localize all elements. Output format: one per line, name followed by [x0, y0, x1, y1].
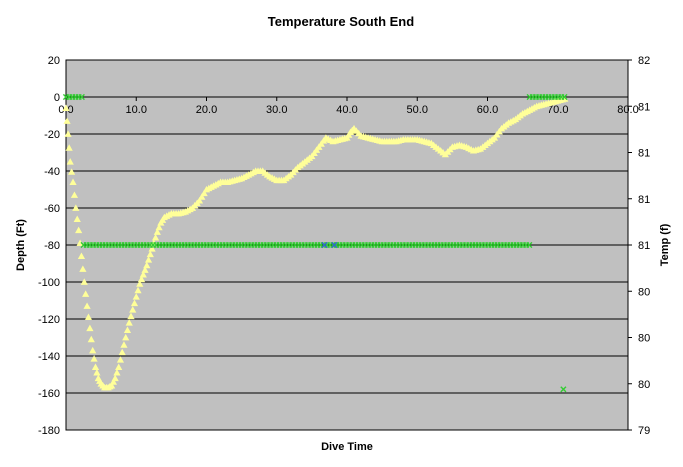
x-tick-label: 60.0: [477, 104, 498, 116]
data-point: [148, 245, 156, 252]
data-point: [321, 241, 328, 249]
x-tick-label: 30.0: [266, 104, 287, 116]
y2-tick-label: 81: [638, 240, 650, 252]
chart-title: Temperature South End: [268, 14, 414, 29]
data-point: [89, 346, 97, 354]
data-point: [62, 104, 70, 111]
x-tick-label: 50.0: [407, 104, 428, 116]
data-point: [66, 158, 74, 165]
y-tick-label: 0: [54, 92, 60, 104]
data-point: [83, 302, 91, 309]
y2-tick-label: 80: [638, 379, 650, 391]
data-point: [111, 374, 119, 382]
data-point: [125, 319, 133, 326]
data-point: [86, 324, 94, 332]
y2-tick-labels: 82 81 81 81 81 80 80 80 79: [628, 55, 650, 437]
data-point: [139, 271, 147, 278]
data-point: [137, 275, 146, 283]
data-point: [64, 130, 72, 137]
y2-tick-label: 79: [638, 425, 650, 437]
y-tick-label: -140: [38, 351, 60, 363]
x-tick-label: 20.0: [196, 104, 217, 116]
data-point: [120, 341, 128, 348]
data-point: [129, 306, 137, 313]
data-point: [561, 93, 568, 101]
data-point: [84, 313, 93, 321]
data-point: [155, 223, 163, 231]
data-point: [70, 191, 79, 198]
x-tick-label: 80.0: [617, 104, 638, 116]
data-point: [80, 278, 88, 285]
data-point: [143, 261, 151, 269]
y-tick-label: -100: [38, 277, 60, 289]
y2-tick-label: 80: [638, 286, 650, 298]
data-point: [76, 239, 84, 247]
data-point: [65, 144, 73, 151]
x-tick-label: 40.0: [336, 104, 357, 116]
data-point: [200, 189, 208, 197]
y-tick-label: -40: [44, 166, 60, 178]
y-tick-label: -60: [44, 203, 60, 215]
data-point: [144, 256, 153, 263]
data-point: [116, 356, 125, 363]
data-point: [134, 286, 142, 294]
data-point: [90, 355, 98, 362]
y2-tick-label: 81: [638, 101, 650, 113]
y2-tick-label: 82: [638, 55, 650, 67]
data-point: [73, 215, 81, 222]
y2-tick-label: 81: [638, 194, 650, 206]
data-point: [68, 168, 76, 175]
data-point: [127, 312, 135, 320]
data-point: [108, 382, 116, 389]
data-point: [115, 363, 123, 370]
series-layer: [62, 93, 569, 393]
data-point: [63, 117, 71, 124]
y-tick-label: -80: [44, 240, 60, 252]
data-point: [82, 290, 90, 297]
data-point: [79, 265, 87, 272]
data-point: [78, 93, 85, 101]
data-point: [526, 241, 533, 249]
data-point: [72, 204, 80, 211]
data-point: [75, 226, 83, 234]
data-point: [561, 95, 569, 102]
x-axis-label: Dive Time: [321, 441, 373, 453]
y-axis-label: Depth (Ft): [15, 219, 27, 271]
data-point: [77, 252, 86, 259]
y2-tick-label: 81: [638, 148, 650, 160]
data-point: [123, 326, 132, 333]
data-point: [146, 250, 154, 258]
data-point: [113, 369, 121, 376]
y2-tick-label: 80: [638, 333, 650, 345]
y-tick-label: -180: [38, 425, 60, 437]
data-point: [198, 193, 206, 200]
data-point: [141, 266, 149, 273]
data-point: [153, 228, 161, 235]
data-point: [195, 197, 204, 204]
data-point: [118, 348, 126, 356]
data-point: [91, 363, 100, 370]
data-point: [122, 333, 130, 341]
y2-axis-label: Temp (f): [659, 223, 671, 266]
data-point: [130, 299, 139, 307]
data-point: [87, 335, 95, 343]
data-point: [132, 293, 140, 300]
data-point: [93, 369, 101, 376]
y-tick-label: 20: [48, 55, 60, 67]
data-point: [151, 234, 160, 241]
data-point: [69, 178, 77, 185]
x-tick-label: 70.0: [547, 104, 568, 116]
x-tick-label: 10.0: [126, 104, 147, 116]
x-tick-labels: 0.010.020.030.040.050.060.070.080.0: [58, 97, 639, 116]
y-tick-label: -160: [38, 388, 60, 400]
data-point: [331, 241, 338, 249]
y-tick-label: -20: [44, 129, 60, 141]
data-point: [136, 280, 144, 287]
y-tick-labels: 20 0 -20 -40 -60 -80 -100 -120 -140 -160 -180: [38, 55, 60, 437]
data-point: [109, 378, 118, 385]
data-point: [560, 386, 567, 393]
y-tick-label: -120: [38, 314, 60, 326]
